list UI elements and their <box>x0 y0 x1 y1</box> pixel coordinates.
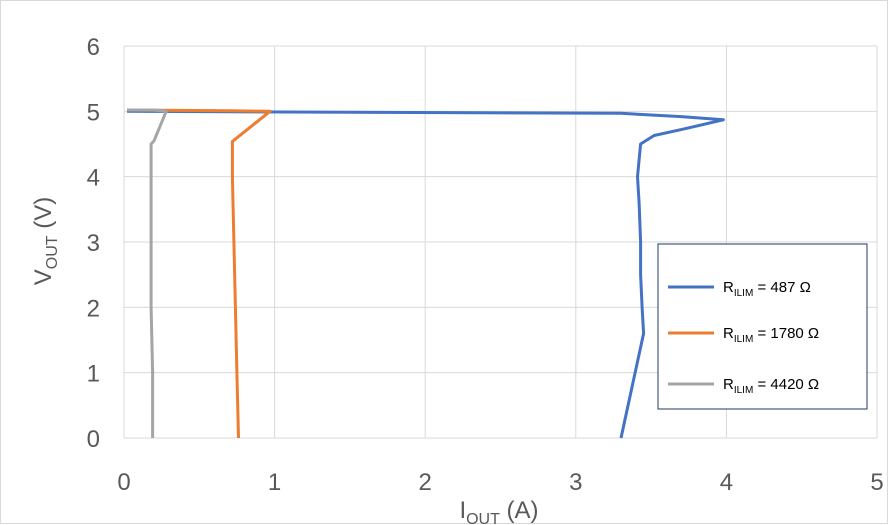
y-tick-label: 6 <box>87 34 100 61</box>
y-tick-label: 5 <box>87 99 100 126</box>
legend-label-2: RILIM = 4420 Ω <box>723 376 819 396</box>
y-tick-label: 1 <box>87 361 100 388</box>
series-line-1 <box>126 108 272 439</box>
legend-box <box>657 243 868 410</box>
x-tick-label: 1 <box>268 469 281 496</box>
x-tick-labels: 0 1 2 3 4 5 <box>117 469 883 496</box>
legend: RILIM = 487 Ω RILIM = 1780 Ω RILIM = 4420 … <box>657 243 868 410</box>
y-tick-label: 3 <box>87 230 100 257</box>
legend-label-1: RILIM = 1780 Ω <box>723 325 819 345</box>
series-line-2 <box>127 108 168 438</box>
x-tick-label: 4 <box>720 469 733 496</box>
y-tick-label: 2 <box>87 295 100 322</box>
y-tick-labels: 0 1 2 3 4 5 6 <box>87 34 100 453</box>
y-tick-label: 0 <box>87 426 100 453</box>
x-tick-label: 2 <box>419 469 432 496</box>
y-tick-label: 4 <box>87 165 100 192</box>
y-axis-title: VOUT (V) <box>30 197 61 285</box>
legend-label-0: RILIM = 487 Ω <box>723 279 811 299</box>
x-axis-title: IOUT (A) <box>459 497 538 525</box>
x-tick-label: 0 <box>117 469 130 496</box>
series-line-0 <box>126 109 725 439</box>
x-tick-label: 3 <box>569 469 582 496</box>
x-tick-label: 5 <box>870 469 883 496</box>
series-lines <box>126 108 725 439</box>
